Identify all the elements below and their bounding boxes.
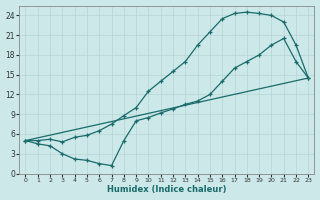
X-axis label: Humidex (Indice chaleur): Humidex (Indice chaleur) [107, 185, 227, 194]
